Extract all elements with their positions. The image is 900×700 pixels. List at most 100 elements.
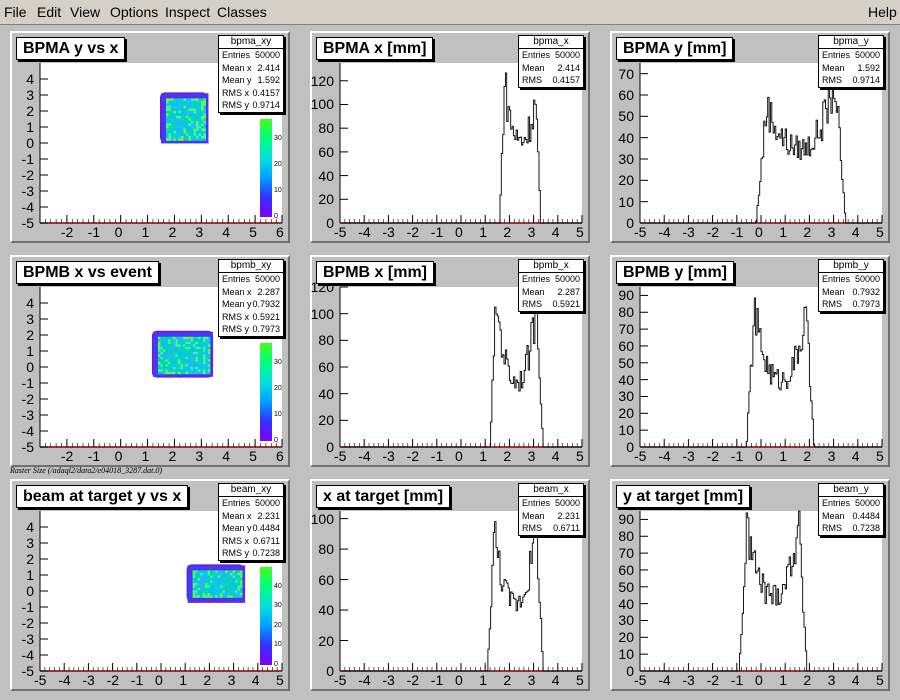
plot-frame[interactable] <box>339 286 583 448</box>
menu-file[interactable]: File <box>4 4 27 20</box>
heatmap-cell <box>175 366 178 370</box>
heatmap-cell <box>178 135 181 139</box>
heatmap-cell <box>195 334 198 337</box>
plot-frame[interactable] <box>639 510 883 672</box>
heatmap-cell <box>202 354 206 357</box>
menu-help[interactable]: Help <box>868 4 897 20</box>
heatmap-cell <box>183 118 186 121</box>
heatmap-cell <box>163 100 166 104</box>
heatmap-cell <box>181 118 184 121</box>
heatmap-cell <box>167 364 171 367</box>
y-tick-label: 120 <box>310 72 334 89</box>
menu-options[interactable]: Options <box>110 4 159 20</box>
heatmap-cell <box>205 592 208 596</box>
heatmap-cell <box>237 570 241 573</box>
pad-beam_xy[interactable]: -5 -4 -3 -2 -1 0 1 2 3 4 5 4 3 2 1 0 -1 -2 -3 -4 -5 0 10 20 30 40… <box>10 479 290 691</box>
heatmap-cell <box>220 585 223 588</box>
heatmap-cell <box>152 341 156 345</box>
y-tick-label: 20 <box>318 632 334 649</box>
heatmap-cell <box>160 351 163 355</box>
stats-value: 0.7238 <box>252 548 280 559</box>
y-tick-label: 4 <box>26 519 34 535</box>
heatmap-cell <box>220 597 223 601</box>
heatmap-cell <box>177 374 181 377</box>
heatmap-cell <box>168 135 171 139</box>
menu-view[interactable]: View <box>70 4 101 20</box>
heatmap-cell <box>222 572 226 576</box>
heatmap-cell <box>166 120 169 124</box>
heatmap-cell <box>198 140 201 144</box>
pad-bpma_y[interactable]: -5 -4 -3 -2 -1 0 1 2 3 4 5 70 60 50 40 30 20 10 0 BPMA y [m… <box>610 31 890 243</box>
pad-bpma_xy[interactable]: -2 -1 0 1 2 3 4 5 6 4 3 2 1 0 -1 -2 -3 -4 -5 0 10 20 30 BPMA y … <box>10 31 290 243</box>
pad-bpma_x[interactable]: -5 -4 -3 -2 -1 0 1 2 3 4 5 120 100 80 60 40 20 0 BPMA x [m… <box>310 31 590 243</box>
heatmap-cell <box>160 334 163 337</box>
menu-classes[interactable]: Classes <box>217 4 267 20</box>
heatmap-cell <box>235 572 238 576</box>
heatmap-cell <box>230 567 233 571</box>
stats-value: 50000 <box>854 274 880 284</box>
heatmap-cell <box>235 590 238 593</box>
plot-frame[interactable] <box>339 63 583 224</box>
heatmap-cell <box>161 125 164 129</box>
plot-frame[interactable] <box>39 511 283 672</box>
heatmap-cell <box>215 580 218 583</box>
pad-bpmb_y[interactable]: -5 -4 -3 -2 -1 0 1 2 3 4 5 90 80 70 60 50 40 30 20 10 0 BPMB … <box>610 255 890 467</box>
color-scale <box>260 119 272 217</box>
heatmap-cell <box>202 359 206 362</box>
heatmap-cell <box>240 590 243 593</box>
pad-bpmb_x[interactable]: -5 -4 -3 -2 -1 0 1 2 3 4 5 120 100 80 60 40 20 0 BPMB x [m… <box>310 255 590 467</box>
heatmap-cell <box>195 570 198 573</box>
heatmap-cell <box>197 331 201 335</box>
heatmap-cell <box>170 344 173 347</box>
plot-frame[interactable] <box>639 63 883 224</box>
root-canvas[interactable]: -2 -1 0 1 2 3 4 5 6 4 3 2 1 0 -1 -2 -3 -4 -5 0 10 20 30 BPMA y … <box>2 26 898 698</box>
heatmap-cell <box>195 600 198 603</box>
menu-inspect[interactable]: Inspect <box>165 4 211 20</box>
heatmap-cell <box>210 334 213 337</box>
heatmap-cell <box>197 364 201 367</box>
menu-edit[interactable]: Edit <box>37 4 62 20</box>
heatmap-cell <box>195 567 198 571</box>
heatmap-cell <box>212 600 216 603</box>
heatmap-cell <box>202 592 206 596</box>
heatmap-cell <box>227 582 231 586</box>
heatmap-cell <box>191 130 194 134</box>
heatmap-cell <box>163 130 166 134</box>
heatmap-cell <box>181 130 184 134</box>
x-tick-label: 0 <box>755 448 763 464</box>
heatmap-cell <box>166 100 169 104</box>
heatmap-cell <box>198 120 201 124</box>
heatmap-cell <box>210 565 213 568</box>
plot-frame[interactable] <box>639 287 883 448</box>
y-tick-label: 0 <box>26 583 34 599</box>
heatmap-cell <box>215 575 218 578</box>
heatmap-cell <box>192 585 196 588</box>
plot-frame[interactable] <box>339 511 583 672</box>
heatmap-cell <box>190 585 193 588</box>
heatmap-cell <box>178 110 181 114</box>
stats-row: Mean 1.592 <box>819 62 883 75</box>
stats-value: 1.592 <box>857 62 880 73</box>
x-tick-label: 5 <box>576 672 584 688</box>
heatmap-cell <box>190 344 193 347</box>
heatmap-cell <box>200 600 203 603</box>
stats-value: 50000 <box>854 498 880 508</box>
heatmap-cell <box>203 138 206 141</box>
pad-bpmb_xy[interactable]: -2 -1 0 1 2 3 4 5 6 4 3 2 1 0 -1 -2 -3 -4 -5 0 10 20 30 BPMB x … <box>10 255 290 467</box>
pad-beam_x[interactable]: -5 -4 -3 -2 -1 0 1 2 3 4 5 100 80 60 40 20 0 x at target … <box>310 479 590 691</box>
y-tick-label: 100 <box>310 305 334 322</box>
heatmap-cell <box>185 364 188 367</box>
heatmap-cell <box>165 359 168 362</box>
heatmap-cell <box>181 108 184 111</box>
heatmap-cell <box>188 130 191 134</box>
heatmap-cells <box>186 564 246 603</box>
heatmap-cell <box>181 105 184 109</box>
heatmap-cell <box>225 565 228 568</box>
heatmap-cell <box>196 103 199 106</box>
heatmap-cell <box>225 597 228 601</box>
heatmap-cell <box>191 100 194 104</box>
heatmap-cell <box>207 572 211 576</box>
heatmap-cell <box>187 595 191 598</box>
heatmap-cell <box>201 125 204 129</box>
pad-beam_y[interactable]: -5 -4 -3 -2 -1 0 1 2 3 4 5 90 80 70 60 50 40 30 20 10 0 y at … <box>610 479 890 691</box>
